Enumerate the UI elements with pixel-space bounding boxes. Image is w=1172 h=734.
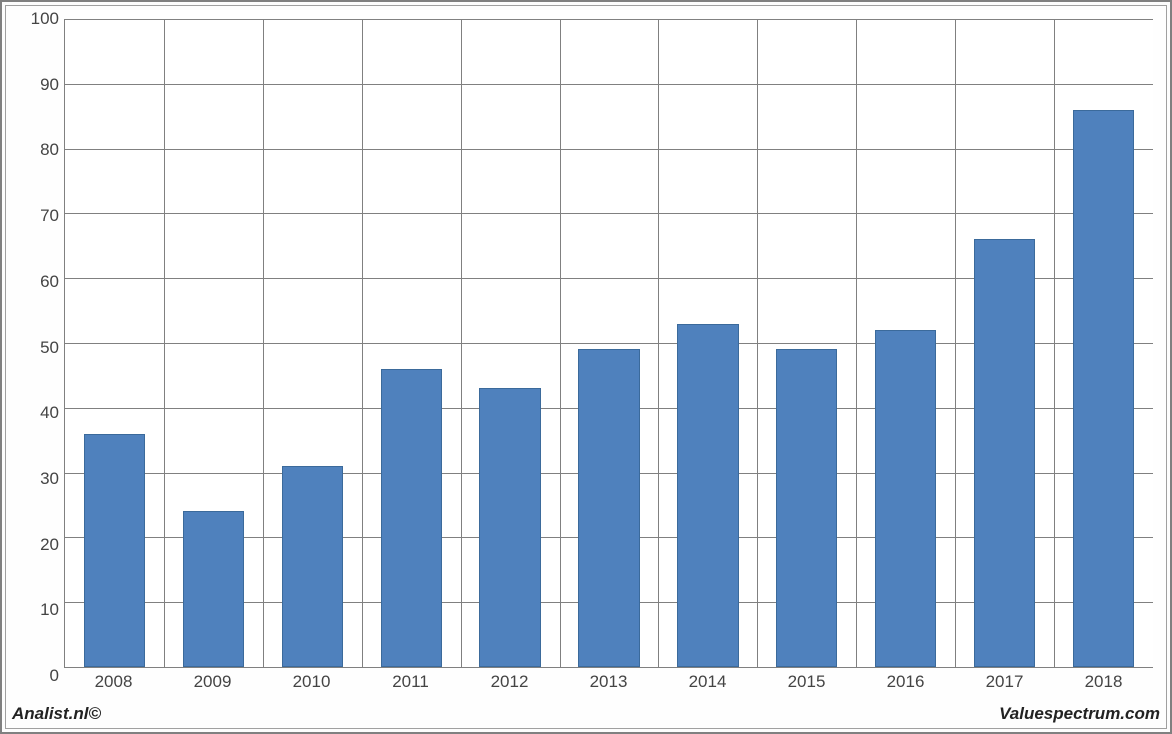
y-tick-label: 0 (14, 666, 59, 686)
x-tick-label: 2016 (887, 672, 925, 692)
x-tick-label: 2014 (689, 672, 727, 692)
y-tick-label: 40 (14, 403, 59, 423)
y-tick-label: 100 (14, 9, 59, 29)
y-tick-label: 50 (14, 338, 59, 358)
bars-layer (65, 19, 1153, 667)
y-tick-label: 60 (14, 272, 59, 292)
bar (578, 349, 639, 667)
y-tick-label: 70 (14, 206, 59, 226)
bar (776, 349, 837, 667)
footer-right-credit: Valuespectrum.com (999, 704, 1160, 724)
bar (1073, 110, 1134, 667)
x-tick-label: 2013 (590, 672, 628, 692)
bar (84, 434, 145, 667)
bar (875, 330, 936, 667)
x-tick-label: 2017 (986, 672, 1024, 692)
x-tick-label: 2009 (194, 672, 232, 692)
x-tick-label: 2018 (1085, 672, 1123, 692)
footer-left-credit: Analist.nl© (12, 704, 101, 724)
chart-container: 0102030405060708090100 20082009201020112… (14, 11, 1158, 698)
x-tick-label: 2008 (95, 672, 133, 692)
y-tick-label: 30 (14, 469, 59, 489)
bar (479, 388, 540, 667)
chart-footer: Analist.nl© Valuespectrum.com (12, 702, 1160, 724)
chart-outer-frame: 0102030405060708090100 20082009201020112… (0, 0, 1172, 734)
bar (974, 239, 1035, 667)
plot-area (64, 19, 1153, 668)
x-axis: 2008 2009 2010 2011 2012 2013 2014 2015 2016 2017… (64, 668, 1153, 698)
x-tick-label: 2010 (293, 672, 331, 692)
y-tick-label: 80 (14, 140, 59, 160)
y-tick-label: 20 (14, 535, 59, 555)
bar (381, 369, 442, 667)
x-tick-label: 2012 (491, 672, 529, 692)
x-tick-label: 2011 (392, 672, 429, 692)
bar (677, 324, 738, 667)
y-axis: 0102030405060708090100 (14, 11, 64, 668)
y-tick-label: 90 (14, 75, 59, 95)
chart-inner-frame: 0102030405060708090100 20082009201020112… (5, 5, 1167, 729)
y-tick-label: 10 (14, 600, 59, 620)
x-tick-label: 2015 (788, 672, 826, 692)
bar (183, 511, 244, 667)
bar (282, 466, 343, 667)
